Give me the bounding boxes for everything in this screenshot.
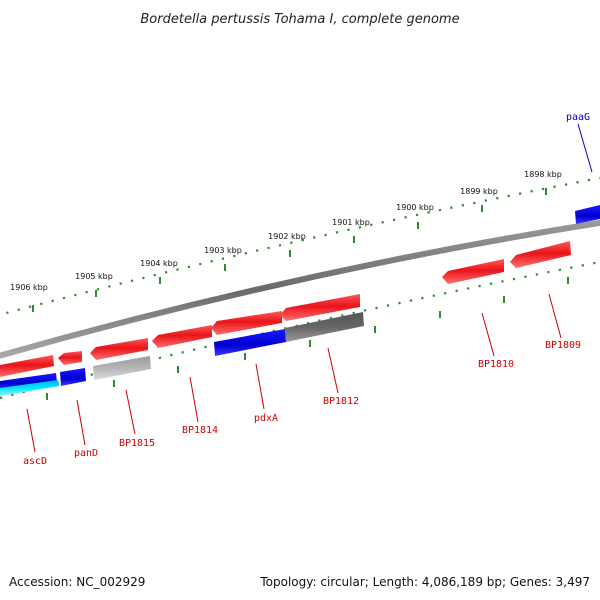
leader-BP1814 — [189, 376, 199, 423]
topology-summary: Topology: circular; Length: 4,086,189 bp… — [259, 575, 590, 589]
leader-BP1809 — [548, 293, 562, 339]
backbone-ring — [0, 219, 600, 359]
leader-BP1812 — [327, 347, 339, 394]
leader-ascD — [26, 408, 36, 453]
gene-label-paaG[interactable]: paaG — [566, 112, 590, 123]
gene-label-ascD[interactable]: ascD — [23, 456, 47, 467]
gene-label-panD[interactable]: panD — [74, 448, 98, 459]
leader-paaG — [577, 123, 593, 173]
gene-arrow-red[interactable] — [442, 259, 504, 284]
map-title: Bordetella pertussis Tohama I, complete … — [140, 12, 459, 27]
gene-block-blue[interactable] — [60, 368, 86, 386]
gene-block-blue[interactable] — [575, 205, 600, 224]
gene-label-BP1812[interactable]: BP1812 — [323, 396, 359, 407]
gene-label-BP1809[interactable]: BP1809 — [545, 340, 581, 351]
gene-arrow-red[interactable] — [211, 311, 282, 335]
gene-arrow-red[interactable] — [510, 241, 571, 268]
gene-block-light-gray[interactable] — [93, 356, 151, 380]
gene-block-blue[interactable] — [214, 329, 286, 356]
inner-major-ticks — [46, 277, 569, 400]
outer-ruler — [0, 176, 600, 316]
outer-major-ticks — [32, 188, 547, 312]
gene-block-gray[interactable] — [285, 312, 364, 342]
leader-BP1810 — [481, 312, 495, 357]
ruler-label-1900: 1900 kbp — [396, 203, 434, 212]
gene-arrow-red[interactable] — [90, 338, 148, 360]
gene-arrow-red[interactable] — [152, 325, 212, 348]
ruler-label-1898: 1898 kbp — [524, 170, 562, 179]
ruler-label-1904: 1904 kbp — [140, 259, 178, 268]
gene-label-BP1810[interactable]: BP1810 — [478, 359, 514, 370]
gene-block-blue[interactable] — [0, 373, 57, 390]
gene-label-BP1814[interactable]: BP1814 — [182, 425, 218, 436]
ruler-label-1906: 1906 kbp — [10, 283, 48, 292]
gene-arrow-red[interactable] — [58, 351, 82, 365]
leader-BP1815 — [125, 389, 136, 435]
gene-block-cyan[interactable] — [0, 380, 59, 396]
leader-panD — [76, 399, 86, 446]
ruler-label-1905: 1905 kbp — [75, 272, 113, 281]
ruler-label-1903: 1903 kbp — [204, 246, 242, 255]
gene-arrow-red[interactable] — [280, 294, 360, 321]
ruler-label-1902: 1902 kbp — [268, 232, 306, 241]
ruler-label-1901: 1901 kbp — [332, 218, 370, 227]
leader-pdxA — [255, 363, 265, 410]
gene-arrow-red[interactable] — [0, 355, 54, 377]
gene-label-pdxA[interactable]: pdxA — [254, 413, 278, 424]
accession-text: Accession: NC_002929 — [9, 575, 145, 589]
ruler-label-1899: 1899 kbp — [460, 187, 498, 196]
gene-label-BP1815[interactable]: BP1815 — [119, 438, 155, 449]
